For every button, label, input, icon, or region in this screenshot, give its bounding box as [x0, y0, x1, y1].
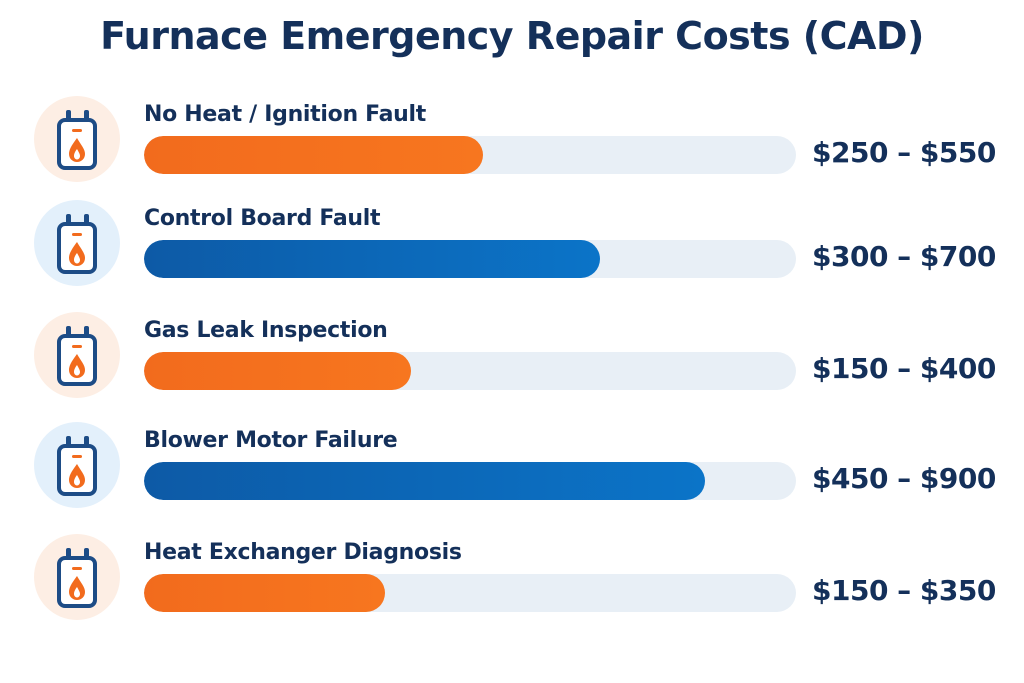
furnace-icon: [34, 534, 120, 620]
value-label: $450 – $900: [812, 462, 996, 495]
bar-track: [144, 574, 796, 612]
furnace-icon: [34, 312, 120, 398]
bar-track: [144, 462, 796, 500]
bar-track: [144, 240, 796, 278]
bar-fill: [144, 136, 483, 174]
value-label: $300 – $700: [812, 240, 996, 273]
category-label: Control Board Fault: [144, 206, 381, 231]
value-label: $250 – $550: [812, 136, 996, 169]
bar-track: [144, 136, 796, 174]
category-label: Blower Motor Failure: [144, 428, 398, 453]
bar-track: [144, 352, 796, 390]
value-label: $150 – $350: [812, 574, 996, 607]
furnace-icon: [34, 96, 120, 182]
bar-row: Gas Leak Inspection $150 – $400: [0, 312, 1024, 422]
bar-fill: [144, 240, 600, 278]
bar-fill: [144, 352, 411, 390]
bar-row: Blower Motor Failure $450 – $900: [0, 422, 1024, 532]
furnace-icon: [34, 200, 120, 286]
furnace-icon: [34, 422, 120, 508]
bar-row: Heat Exchanger Diagnosis $150 – $350: [0, 534, 1024, 644]
category-label: Gas Leak Inspection: [144, 318, 388, 343]
value-label: $150 – $400: [812, 352, 996, 385]
category-label: No Heat / Ignition Fault: [144, 102, 426, 127]
bar-row: No Heat / Ignition Fault $250 – $550: [0, 96, 1024, 206]
bar-fill: [144, 574, 385, 612]
chart-title: Furnace Emergency Repair Costs (CAD): [100, 14, 924, 58]
bar-fill: [144, 462, 705, 500]
bar-row: Control Board Fault $300 – $700: [0, 200, 1024, 310]
category-label: Heat Exchanger Diagnosis: [144, 540, 462, 565]
